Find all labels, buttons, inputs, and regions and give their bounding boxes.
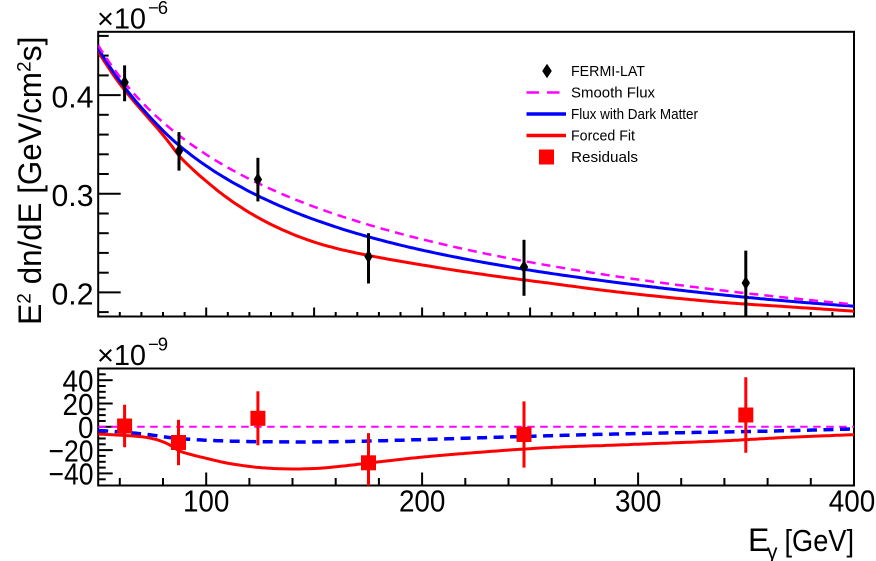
svg-text:×10: ×10 <box>97 340 146 372</box>
svg-text:−20: −20 <box>49 433 94 468</box>
svg-text:Flux with Dark Matter: Flux with Dark Matter <box>571 106 698 123</box>
svg-text:400: 400 <box>829 484 876 519</box>
svg-text:FERMI-LAT: FERMI-LAT <box>571 63 645 80</box>
svg-text:0.2: 0.2 <box>52 277 94 312</box>
svg-text:2: 2 <box>15 293 36 304</box>
svg-text:−6: −6 <box>148 0 168 18</box>
svg-text:γ: γ <box>767 541 778 561</box>
svg-text:200: 200 <box>399 484 446 519</box>
svg-text:[GeV]: [GeV] <box>785 523 855 558</box>
svg-text:E: E <box>748 522 769 558</box>
svg-text:300: 300 <box>615 484 662 519</box>
svg-text:×10: ×10 <box>97 4 146 36</box>
svg-text:0: 0 <box>78 410 94 445</box>
svg-text:−9: −9 <box>148 334 168 355</box>
svg-text:Smooth Flux: Smooth Flux <box>571 85 655 102</box>
svg-text:dn/dE [GeV/cm: dn/dE [GeV/cm <box>12 72 48 293</box>
svg-text:E: E <box>12 304 48 325</box>
svg-text:−40: −40 <box>49 457 94 492</box>
svg-text:Residuals: Residuals <box>571 149 638 166</box>
svg-text:Forced Fit: Forced Fit <box>571 128 636 145</box>
svg-text:100: 100 <box>183 484 230 519</box>
svg-text:40: 40 <box>63 364 94 399</box>
svg-text:0.3: 0.3 <box>52 178 94 213</box>
svg-text:0.4: 0.4 <box>52 79 94 114</box>
svg-text:s]: s] <box>12 37 48 62</box>
svg-text:20: 20 <box>63 387 94 422</box>
svg-text:2: 2 <box>15 61 36 72</box>
